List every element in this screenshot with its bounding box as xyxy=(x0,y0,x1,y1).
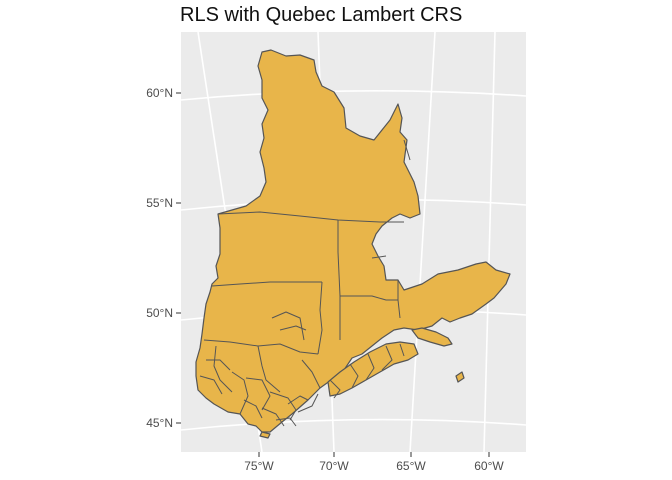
boundary-gaspe-3 xyxy=(381,345,393,371)
rls-boundaries xyxy=(199,139,411,427)
boundary-lac-st-jean xyxy=(279,325,307,331)
boundary-abitibi xyxy=(271,311,305,341)
boundary-outaouais xyxy=(213,345,233,393)
boundary-south-7 xyxy=(297,393,319,413)
boundary-ne-1 xyxy=(371,255,387,259)
graticule-lat-60 xyxy=(180,90,527,101)
boundary-south-1 xyxy=(231,371,249,415)
boundary-south-9 xyxy=(206,359,231,371)
boundary-cote-nord-west xyxy=(337,220,341,340)
graticule-lon-65 xyxy=(409,31,436,453)
map-title: RLS with Quebec Lambert CRS xyxy=(180,4,463,26)
south-shore-tip xyxy=(259,431,271,439)
boundary-ne-2 xyxy=(403,139,411,161)
boundary-saguenay-east xyxy=(317,281,323,355)
lat-label-45: 45°N xyxy=(146,416,173,430)
boundary-mauricie xyxy=(257,345,281,393)
boundary-south-5 xyxy=(243,399,263,419)
boundary-capitale xyxy=(301,359,321,389)
boundary-bas-st-laurent xyxy=(329,379,341,399)
boundary-nord-du-quebec xyxy=(217,211,404,223)
graticule-lat-45 xyxy=(180,418,527,431)
boundary-south-6 xyxy=(287,395,309,405)
lon-label-60: 60°W xyxy=(474,459,504,473)
lon-label-75: 75°W xyxy=(244,459,274,473)
axis-ticks xyxy=(176,92,490,457)
lat-label-50: 50°N xyxy=(146,306,173,320)
magdalen-islands xyxy=(455,371,465,383)
boundary-south-10 xyxy=(199,375,223,395)
boundary-laurentides xyxy=(203,339,319,355)
quebec-mainland xyxy=(195,49,511,433)
lon-label-70: 70°W xyxy=(319,459,349,473)
boundary-south-4 xyxy=(261,407,285,427)
boundary-central xyxy=(340,295,398,301)
lon-label-65: 65°W xyxy=(396,459,426,473)
boundary-saguenay-north xyxy=(211,281,322,287)
anticosti-island xyxy=(411,327,453,347)
boundary-gaspe-4 xyxy=(399,343,405,357)
boundary-south-8 xyxy=(275,417,297,427)
lat-label-60: 60°N xyxy=(146,86,173,100)
boundary-south-3 xyxy=(269,391,297,421)
boundary-south-2 xyxy=(245,377,271,411)
graticule-lon-60 xyxy=(483,31,496,453)
lat-label-55: 55°N xyxy=(146,196,173,210)
boundary-gaspe-1 xyxy=(349,363,359,389)
boundary-gaspe-2 xyxy=(365,353,375,381)
